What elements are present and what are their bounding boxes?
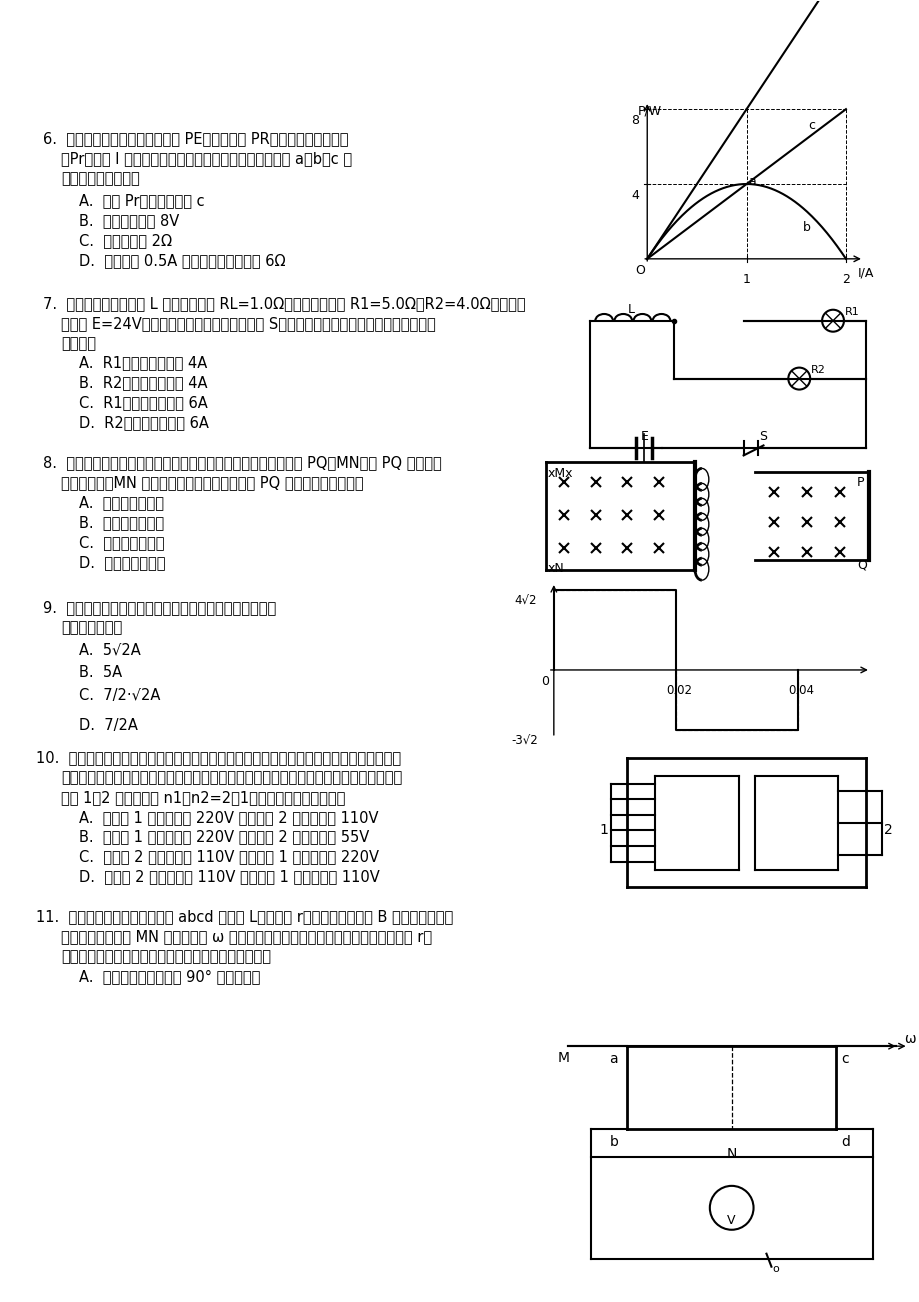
Text: L: L	[627, 303, 634, 316]
Text: C.  7/2·√2A: C. 7/2·√2A	[79, 687, 160, 703]
Text: 0.04: 0.04	[787, 684, 813, 697]
Text: b: b	[802, 221, 811, 234]
Text: -3√2: -3√2	[511, 734, 538, 747]
Text: 7.  如图所示，电感线圈 L 的直流电阻为 RL=1.0Ω，小灯泡的电阻 R1=5.0Ω，R2=4.0Ω，接在电: 7. 如图所示，电感线圈 L 的直流电阻为 RL=1.0Ω，小灯泡的电阻 R1=…	[43, 296, 525, 311]
Text: 11.  如图所示的正方形单匝线圈 abcd 边长为 L，电阻为 r，在磁感应强度为 B 的匀强磁场中绕: 11. 如图所示的正方形单匝线圈 abcd 边长为 L，电阻为 r，在磁感应强度…	[36, 910, 453, 924]
Text: 动势为 E=24V，内阻忽略的电源上，闭和开关 S，待电路稳定后再断开开关，则断开开关: 动势为 E=24V，内阻忽略的电源上，闭和开关 S，待电路稳定后再断开开关，则断…	[61, 315, 436, 331]
Text: 1: 1	[599, 823, 607, 837]
Text: A.  向右匀加速运动: A. 向右匀加速运动	[79, 495, 164, 510]
Text: D.  当线圈 2 输入电压为 110V 时，线圈 1 输出电压为 110V: D. 当线圈 2 输入电压为 110V 时，线圈 1 输出电压为 110V	[79, 870, 380, 884]
Text: 4√2: 4√2	[514, 595, 536, 608]
Text: 0.02: 0.02	[665, 684, 691, 697]
Text: D.  当电流为 0.5A 时，外电路的电阻为 6Ω: D. 当电流为 0.5A 时，外电路的电阻为 6Ω	[79, 253, 285, 268]
Text: 4: 4	[630, 189, 639, 202]
Text: 2: 2	[841, 273, 849, 286]
Text: I/A: I/A	[857, 267, 873, 280]
Text: M: M	[557, 1051, 569, 1065]
Text: xN: xN	[548, 562, 564, 575]
Text: 9.  如图表示一交流电的电流随时间而变化的图象，此交流: 9. 如图表示一交流电的电流随时间而变化的图象，此交流	[43, 600, 276, 615]
Text: C.  R1支路上的电流为 6A: C. R1支路上的电流为 6A	[79, 396, 208, 410]
Text: R2: R2	[811, 365, 825, 375]
Text: Q: Q	[856, 559, 866, 572]
Text: D.  7/2A: D. 7/2A	[79, 717, 138, 733]
Text: C.  向右匀减速运动: C. 向右匀减速运动	[79, 535, 165, 551]
Text: 8: 8	[630, 115, 639, 128]
Text: A.  R1支路上的电流为 4A: A. R1支路上的电流为 4A	[79, 355, 207, 371]
Text: 用下运动时，MN 在磁场力作用下向右运动。则 PQ 所做的运动可能是：: 用下运动时，MN 在磁场力作用下向右运动。则 PQ 所做的运动可能是：	[61, 475, 363, 491]
Text: V: V	[726, 1213, 734, 1226]
Text: A.  线框从图示位置转过 90° 的过程中，: A. 线框从图示位置转过 90° 的过程中，	[79, 969, 260, 984]
Text: 1: 1	[742, 273, 750, 286]
Text: 的瞬间：: 的瞬间：	[61, 336, 96, 350]
Text: A.  当线圈 1 输入电压为 220V 时，线圈 2 输出电压为 110V: A. 当线圈 1 输入电压为 220V 时，线圈 2 输出电压为 110V	[79, 810, 378, 824]
Text: 2: 2	[883, 823, 891, 837]
Text: 8.  如图所示，水平放置的两条光滑轨道上有可自由移动的金属棒 PQ、MN，当 PQ 在外力作: 8. 如图所示，水平放置的两条光滑轨道上有可自由移动的金属棒 PQ、MN，当 P…	[43, 456, 441, 470]
Text: E: E	[640, 431, 648, 444]
Text: b: b	[608, 1135, 618, 1148]
Text: N: N	[726, 1147, 736, 1161]
Text: A.  5√2A: A. 5√2A	[79, 642, 141, 658]
Text: B.  电源电动势为 8V: B. 电源电动势为 8V	[79, 214, 179, 228]
Text: O: O	[635, 264, 644, 277]
Text: R1: R1	[844, 307, 858, 316]
Text: 6.  某同学将一直流电源的总功率 PE、输出功率 PR和电源内部的发热功: 6. 某同学将一直流电源的总功率 PE、输出功率 PR和电源内部的发热功	[43, 132, 348, 146]
Text: A.  反映 Pr变化的图线是 c: A. 反映 Pr变化的图线是 c	[79, 193, 204, 208]
Text: C.  当线圈 2 输入电压为 110V 时，线圈 1 输出电压为 220V: C. 当线圈 2 输入电压为 110V 时，线圈 1 输出电压为 220V	[79, 850, 379, 865]
Text: 图示位置线框恰与磁场平行，则下列说法中正确的是：: 图示位置线框恰与磁场平行，则下列说法中正确的是：	[61, 949, 271, 965]
Text: B.  R2支路上的电流为 4A: B. R2支路上的电流为 4A	[79, 375, 207, 391]
Text: 0: 0	[540, 674, 549, 687]
Text: ω: ω	[903, 1032, 915, 1047]
Text: d: d	[840, 1135, 849, 1148]
Text: 线圈 1、2 的匝数之比 n1：n2=2：1。在不接负载的情况下：: 线圈 1、2 的匝数之比 n1：n2=2：1。在不接负载的情况下：	[61, 790, 345, 805]
Text: c: c	[807, 118, 814, 132]
Text: 垂直于磁场方向的 MN 轴以角速度 ω 匀速转动，线圈与外电路相连，外电路电阻也为 r，: 垂直于磁场方向的 MN 轴以角速度 ω 匀速转动，线圈与外电路相连，外电路电阻也…	[61, 930, 432, 944]
Text: B.  5A: B. 5A	[79, 665, 122, 680]
Text: C.  电源内阻为 2Ω: C. 电源内阻为 2Ω	[79, 233, 172, 247]
Text: a: a	[608, 1052, 618, 1066]
Text: c: c	[840, 1052, 847, 1066]
Text: o: o	[772, 1264, 778, 1273]
Text: D.  R2支路上的电流为 6A: D. R2支路上的电流为 6A	[79, 415, 209, 431]
Text: D.  向左匀减速运动: D. 向左匀减速运动	[79, 555, 165, 570]
Text: 10.  在绕制变压器时，某人将两个线圈绕在如图所示变压器铁芯的左右两个臂上。当通以交: 10. 在绕制变压器时，某人将两个线圈绕在如图所示变压器铁芯的左右两个臂上。当通…	[36, 750, 401, 764]
Text: P/W: P/W	[637, 104, 661, 117]
Text: B.  向左匀加速运动: B. 向左匀加速运动	[79, 516, 164, 530]
Text: B.  当线圈 1 输入电压为 220V 时，线圈 2 输出电压为 55V: B. 当线圈 1 输入电压为 220V 时，线圈 2 输出电压为 55V	[79, 829, 369, 845]
Text: P: P	[856, 477, 864, 490]
Text: a: a	[748, 174, 755, 187]
Text: 率Pr随电流 I 变化的图线画在了同一坐标上，如右图中的 a、b、c 所: 率Pr随电流 I 变化的图线画在了同一坐标上，如右图中的 a、b、c 所	[61, 151, 352, 167]
Text: 电的有效值是：: 电的有效值是：	[61, 620, 122, 635]
Text: xMx: xMx	[548, 467, 573, 480]
Text: 流电时，每个线圈产生的磁通量都只有一半通过另一个线圈，另一半通过中间的臂。已知: 流电时，每个线圈产生的磁通量都只有一半通过另一个线圈，另一半通过中间的臂。已知	[61, 769, 402, 785]
Text: 示，根据图线可知：: 示，根据图线可知：	[61, 171, 140, 186]
Text: S: S	[759, 431, 766, 444]
